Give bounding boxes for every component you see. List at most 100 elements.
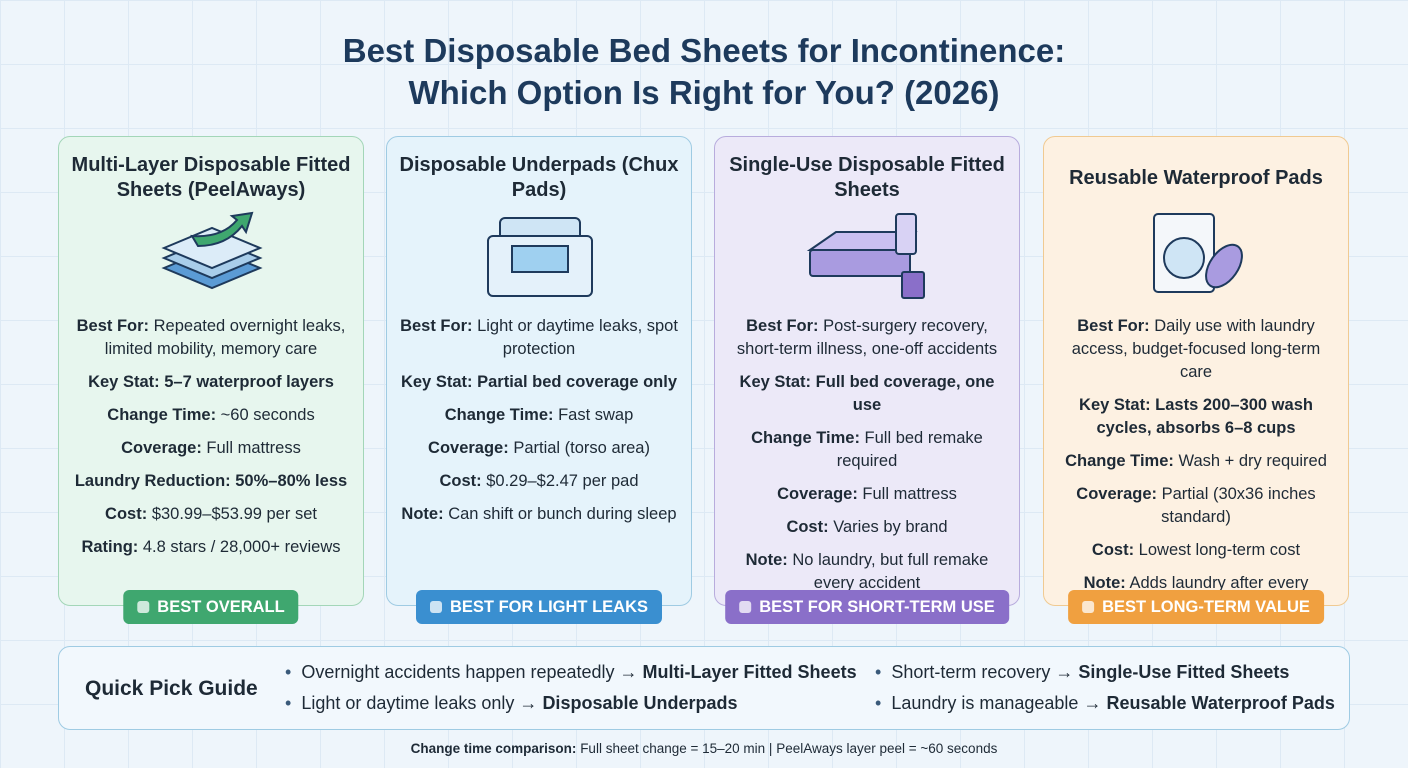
field-value: Full mattress (862, 485, 957, 503)
field-label: Key Stat: (739, 373, 812, 391)
footer-text: Full sheet change = 15–20 min | PeelAway… (580, 741, 998, 756)
badge-text: BEST FOR LIGHT LEAKS (450, 597, 648, 616)
field-label: Cost: (1091, 541, 1135, 559)
field-value: Full bed remake required (836, 429, 983, 470)
badge: BEST FOR SHORT-TERM USE (725, 590, 1009, 624)
field: Key Stat: Partial bed coverage only (399, 371, 679, 394)
card-fields: Best For: Daily use with laundry access,… (1056, 315, 1336, 618)
badge: BEST OVERALL (123, 590, 299, 624)
field: Best For: Repeated overnight leaks, limi… (71, 315, 351, 361)
footer: Change time comparison: Full sheet chang… (0, 741, 1408, 756)
field-value: 50%–80% less (235, 472, 348, 490)
quick-pick-choice: Disposable Underpads (542, 693, 738, 713)
field-label: Best For: (76, 317, 150, 335)
quick-pick-choice: Single-Use Fitted Sheets (1078, 662, 1290, 682)
badge-icon (137, 601, 150, 613)
quick-pick-choice: Reusable Waterproof Pads (1106, 693, 1335, 713)
field: Note: Can shift or bunch during sleep (399, 503, 679, 526)
field-value: Partial (torso area) (513, 439, 650, 457)
field: Best For: Daily use with laundry access,… (1056, 315, 1336, 384)
field: Key Stat: Full bed coverage, one use (727, 371, 1007, 417)
title-line: Which Option Is Right for You? (2026) (408, 74, 1000, 111)
quick-pick-item: Overnight accidents happen repeatedly → … (285, 662, 857, 683)
field-label: Key Stat: (1079, 396, 1151, 414)
quick-pick-text: Laundry is manageable → (891, 693, 1102, 713)
badge-text: BEST FOR SHORT-TERM USE (759, 597, 995, 616)
quick-pick: Quick Pick Guide Overnight accidents hap… (58, 646, 1350, 730)
field-value: Repeated overnight leaks, limited mobili… (104, 317, 346, 358)
field-label: Cost: (786, 518, 829, 536)
field-label: Key Stat: (400, 373, 473, 391)
field-value: Partial (30x36 inches standard) (1161, 485, 1316, 526)
field-label: Coverage: (1076, 485, 1157, 503)
field-value: Daily use with laundry access, budget-fo… (1071, 317, 1321, 381)
field: Best For: Post-surgery recovery, short-t… (727, 315, 1007, 361)
field: Best For: Light or daytime leaks, spot p… (399, 315, 679, 361)
field-value: No laundry, but full remake every accide… (792, 551, 989, 592)
field-value: Light or daytime leaks, spot protection (477, 317, 678, 358)
field-label: Change Time: (444, 406, 554, 424)
quick-pick-text: Short-term recovery → (891, 662, 1074, 682)
field-value: Full mattress (206, 439, 301, 457)
field: Key Stat: 5–7 waterproof layers (71, 371, 351, 394)
badge: BEST LONG-TERM VALUE (1068, 590, 1324, 624)
field: Note: No laundry, but full remake every … (727, 549, 1007, 595)
field-value: Can shift or bunch during sleep (448, 505, 677, 523)
field-label: Coverage: (121, 439, 202, 457)
field-value: 4.8 stars / 28,000+ reviews (142, 538, 341, 556)
field: Key Stat: Lasts 200–300 wash cycles, abs… (1056, 394, 1336, 440)
field: Coverage: Full mattress (71, 437, 351, 460)
field: Rating: 4.8 stars / 28,000+ reviews (71, 536, 351, 559)
field-label: Key Stat: (88, 373, 160, 391)
field-value: Wash + dry required (1178, 452, 1327, 470)
field-label: Note: (745, 551, 788, 569)
field-label: Best For: (400, 317, 473, 335)
badge-text: BEST OVERALL (157, 597, 285, 616)
footer-label: Change time comparison: (410, 741, 577, 756)
field: Coverage: Partial (30x36 inches standard… (1056, 483, 1336, 529)
title-line: Best Disposable Bed Sheets for Incontine… (342, 32, 1066, 69)
card: Disposable Underpads (Chux Pads) Best For… (386, 136, 692, 606)
card-title: Multi-Layer Disposable Fitted Sheets (Pe… (71, 154, 351, 201)
title: Best Disposable Bed Sheets for Incontine… (0, 30, 1408, 114)
field-value: Full bed coverage, one use (815, 373, 995, 414)
badge-icon (739, 601, 752, 613)
card-fields: Best For: Light or daytime leaks, spot p… (399, 315, 679, 526)
field-label: Best For: (746, 317, 819, 335)
field-label: Change Time: (107, 406, 217, 424)
card-fields: Best For: Post-surgery recovery, short-t… (727, 315, 1007, 595)
field: Change Time: Fast swap (399, 404, 679, 427)
card-title: Disposable Underpads (Chux Pads) (399, 154, 679, 201)
field: Change Time: ~60 seconds (71, 404, 351, 427)
field-value: 5–7 waterproof layers (164, 373, 334, 391)
field-label: Cost: (439, 472, 482, 490)
quick-pick-item: Laundry is manageable → Reusable Waterpr… (875, 693, 1335, 714)
quick-pick-item: Light or daytime leaks only → Disposable… (285, 693, 737, 714)
field-label: Change Time: (1065, 452, 1174, 470)
quick-pick-choice: Multi-Layer Fitted Sheets (642, 662, 857, 682)
badge-text: BEST LONG-TERM VALUE (1102, 597, 1310, 616)
badge: BEST FOR LIGHT LEAKS (416, 590, 662, 624)
quick-pick-text: Light or daytime leaks only → (301, 693, 538, 713)
field-value: Post-surgery recovery, short-term illnes… (736, 317, 998, 358)
field-value: Fast swap (558, 406, 634, 424)
quick-pick-item: Short-term recovery → Single-Use Fitted … (875, 662, 1289, 683)
card-title: Reusable Waterproof Pads (1069, 166, 1323, 189)
field: Coverage: Partial (torso area) (399, 437, 679, 460)
field-label: Rating: (81, 538, 139, 556)
field: Cost: $0.29–$2.47 per pad (399, 470, 679, 493)
badge-icon (430, 601, 442, 613)
card: Single-Use Disposable Fitted Sheets Best … (714, 136, 1020, 606)
field-value: Lowest long-term cost (1138, 541, 1301, 559)
card-fields: Best For: Repeated overnight leaks, limi… (71, 315, 351, 559)
field-label: Cost: (105, 505, 148, 523)
card: Reusable Waterproof Pads Best For: Daily … (1043, 136, 1349, 615)
field-label: Change Time: (751, 429, 860, 447)
field-value: $0.29–$2.47 per pad (486, 472, 639, 490)
quick-pick-title: Quick Pick Guide (85, 677, 258, 700)
field: Coverage: Full mattress (727, 483, 1007, 506)
field-value: Lasts 200–300 wash cycles, absorbs 6–8 c… (1096, 396, 1313, 437)
quick-pick-text: Overnight accidents happen repeatedly → (301, 662, 638, 682)
card-title: Single-Use Disposable Fitted Sheets (729, 154, 1005, 201)
